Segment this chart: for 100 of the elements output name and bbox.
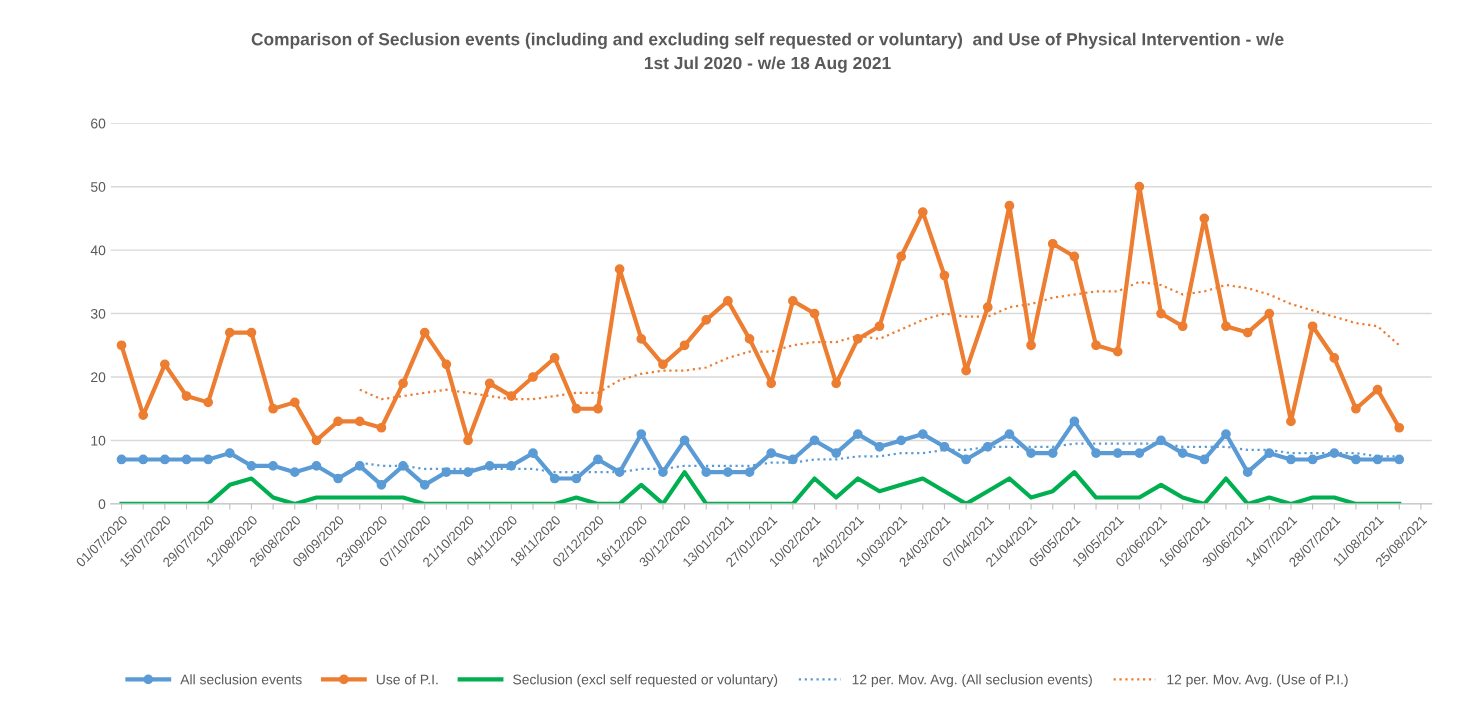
- point: [1112, 346, 1123, 357]
- point: [484, 460, 495, 471]
- point: [376, 479, 387, 490]
- point: [1351, 403, 1361, 414]
- point: [874, 321, 885, 332]
- legend-label: Seclusion (excl self requested or voluntary): [513, 674, 778, 688]
- point: [744, 334, 755, 344]
- point: [549, 473, 560, 484]
- y-tick-label: 20: [91, 372, 106, 383]
- point: [549, 353, 560, 363]
- point: [1004, 429, 1015, 439]
- point: [1177, 321, 1188, 332]
- legend-label: 12 per. Mov. Avg. (Use of P.I.): [1167, 674, 1348, 688]
- point: [571, 403, 582, 414]
- point: [1134, 448, 1145, 458]
- point: [181, 391, 192, 401]
- point: [1156, 435, 1166, 446]
- point: [181, 454, 192, 465]
- point: [701, 315, 712, 325]
- point: [159, 359, 170, 370]
- point: [528, 372, 538, 382]
- chart-title: Comparison of Seclusion events (including and excluding self requested or voluntary) and Use of Physical Intervention - w/e 1st Jul 2020 - w/e 18 Aug 2021: [251, 32, 1284, 73]
- point: [506, 391, 517, 401]
- point: [268, 403, 278, 414]
- point: [852, 429, 863, 439]
- point: [1264, 308, 1275, 319]
- point: [463, 467, 473, 478]
- point: [961, 454, 971, 465]
- point: [1069, 251, 1080, 262]
- point: [788, 296, 798, 306]
- point: [723, 296, 733, 306]
- point: [1329, 353, 1340, 363]
- y-tick-label: 40: [90, 245, 106, 256]
- point: [917, 429, 928, 439]
- legend-label: All seclusion events: [180, 674, 302, 685]
- point: [224, 327, 235, 338]
- point: [571, 473, 582, 484]
- point: [593, 454, 603, 465]
- point: [1026, 448, 1036, 458]
- point: [1091, 448, 1101, 458]
- point: [1177, 448, 1188, 458]
- point: [138, 410, 149, 420]
- point: [636, 334, 647, 344]
- point: [896, 251, 907, 262]
- point: [982, 302, 993, 313]
- point: [116, 340, 127, 351]
- point: [1242, 467, 1253, 478]
- point: [463, 435, 473, 446]
- point: [766, 378, 777, 389]
- point: [116, 454, 127, 465]
- point: [1199, 454, 1210, 465]
- point: [268, 460, 278, 471]
- point: [376, 422, 387, 433]
- point: [1286, 454, 1296, 465]
- y-tick-label: 50: [90, 182, 106, 192]
- point: [484, 378, 495, 389]
- point: [809, 435, 820, 446]
- point: [159, 454, 170, 465]
- point: [528, 448, 538, 458]
- point: [1047, 448, 1058, 458]
- point: [441, 467, 452, 478]
- point: [203, 454, 214, 465]
- point: [939, 270, 950, 281]
- point: [419, 327, 430, 338]
- point: [1307, 454, 1318, 465]
- point: [1004, 200, 1015, 211]
- point: [1351, 454, 1361, 465]
- y-tick-label: 0: [98, 499, 106, 510]
- point: [138, 454, 149, 465]
- point: [246, 460, 257, 471]
- point: [701, 467, 712, 478]
- point: [354, 416, 365, 427]
- point: [1394, 422, 1405, 433]
- point: [1242, 327, 1253, 338]
- point: [1264, 448, 1275, 458]
- point: [1221, 429, 1231, 439]
- point: [398, 460, 408, 471]
- point: [636, 429, 647, 439]
- line-series: [119, 470, 1402, 504]
- point: [1372, 384, 1383, 395]
- point: [1199, 213, 1210, 224]
- point: [658, 467, 668, 478]
- point: [593, 403, 603, 414]
- point: [1047, 238, 1058, 249]
- point: [333, 473, 343, 484]
- point: [246, 327, 257, 338]
- point: [289, 467, 300, 478]
- point: [311, 435, 322, 446]
- point: [788, 454, 798, 465]
- point: [874, 441, 885, 452]
- point: [203, 397, 214, 408]
- point: [289, 397, 300, 408]
- point: [1091, 340, 1101, 351]
- legend-label: 12 per. Mov. Avg. (All seclusion events): [852, 674, 1092, 688]
- point: [1394, 454, 1405, 465]
- point: [419, 479, 430, 490]
- y-tick-label: 60: [91, 118, 106, 129]
- point: [723, 467, 733, 478]
- point: [679, 435, 690, 446]
- point: [917, 207, 928, 217]
